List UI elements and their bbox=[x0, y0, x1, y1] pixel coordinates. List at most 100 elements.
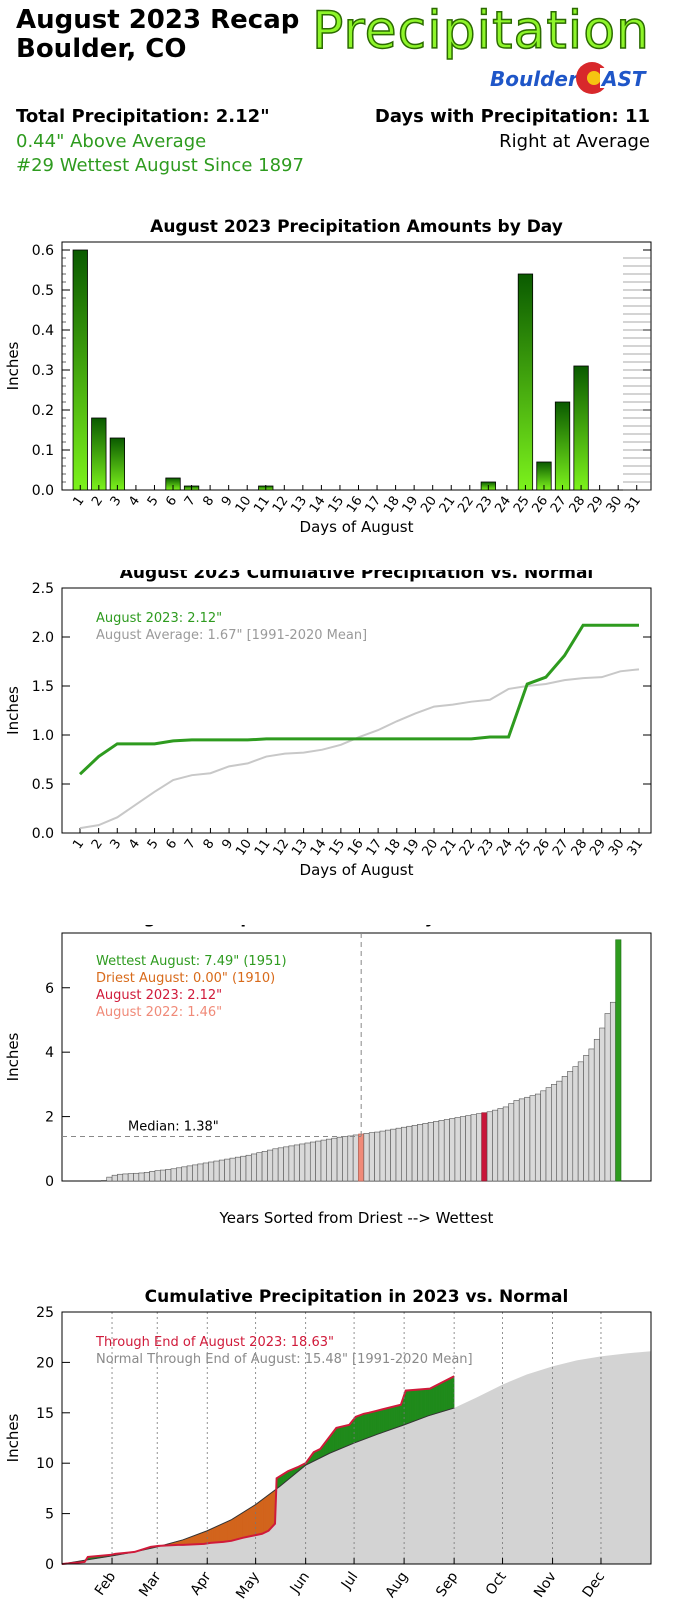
year-bar bbox=[609, 1001, 616, 1182]
year-bar bbox=[127, 1173, 134, 1182]
year-bar bbox=[384, 1129, 391, 1182]
y-tick-label: 0.0 bbox=[32, 483, 54, 499]
year-bar bbox=[438, 1120, 445, 1182]
year-bar bbox=[534, 1093, 541, 1182]
year-bar bbox=[545, 1087, 552, 1182]
year-bar bbox=[138, 1172, 145, 1182]
y-tick-label: 0.0 bbox=[32, 826, 54, 842]
year-bar bbox=[465, 1115, 472, 1182]
x-tick-label: 15 bbox=[326, 837, 348, 859]
x-tick-label: 8 bbox=[200, 494, 217, 509]
x-tick-label: 14 bbox=[308, 837, 330, 859]
brand-title: Precipitation bbox=[311, 0, 650, 62]
x-tick-label: 2 bbox=[89, 837, 106, 852]
x-tick-label: 17 bbox=[363, 494, 385, 516]
y-tick-label: 6 bbox=[45, 981, 54, 997]
x-tick-label: 25 bbox=[511, 494, 533, 516]
year-bar bbox=[551, 1084, 558, 1182]
y-tick-label: 0.1 bbox=[32, 443, 54, 459]
year-bar bbox=[267, 1149, 274, 1182]
annotation: Through End of August 2023: 18.63" bbox=[95, 1335, 334, 1350]
y-tick-label: 10 bbox=[36, 1456, 54, 1472]
days-with-precip: Days with Precipitation: 11 bbox=[374, 106, 650, 127]
year-bar bbox=[529, 1095, 536, 1182]
logo-text-right: AST bbox=[600, 67, 647, 91]
x-tick-label: 16 bbox=[344, 494, 366, 516]
year-bar bbox=[176, 1167, 183, 1182]
year-bar bbox=[283, 1146, 290, 1182]
bar-day-27 bbox=[554, 401, 571, 491]
x-tick-label: 21 bbox=[437, 494, 459, 516]
x-tick-label: 6 bbox=[163, 494, 180, 509]
x-tick-label: 7 bbox=[182, 837, 199, 852]
year-bar bbox=[411, 1124, 418, 1182]
cumulative-year-chart: Cumulative Precipitation in 2023 vs. Nor… bbox=[4, 1287, 652, 1602]
x-tick-label: 12 bbox=[270, 494, 292, 516]
month-label: Mar bbox=[136, 1569, 164, 1600]
year-bar bbox=[277, 1147, 284, 1182]
month-label: Jun bbox=[287, 1569, 313, 1597]
x-tick-label: 19 bbox=[400, 494, 422, 516]
year-bar bbox=[449, 1118, 456, 1182]
x-tick-label: 2 bbox=[89, 494, 106, 509]
x-axis-label: Days of August bbox=[300, 861, 414, 879]
x-tick-label: 19 bbox=[401, 837, 423, 859]
y-tick-label: 1.0 bbox=[32, 728, 54, 744]
x-tick-label: 24 bbox=[494, 837, 516, 859]
plot-frame bbox=[61, 587, 652, 834]
year-bar bbox=[256, 1152, 263, 1182]
x-tick-label: 20 bbox=[418, 494, 440, 516]
year-bar bbox=[443, 1119, 450, 1182]
x-tick-label: 1 bbox=[70, 837, 87, 852]
x-tick-label: 26 bbox=[531, 837, 553, 859]
x-tick-label: 20 bbox=[420, 837, 442, 859]
annotation: Normal Through End of August: 15.48" [19… bbox=[96, 1352, 473, 1367]
y-tick-label: 4 bbox=[45, 1045, 54, 1061]
year-bar bbox=[561, 1076, 568, 1182]
year-bar bbox=[368, 1132, 375, 1182]
year-bar bbox=[240, 1155, 247, 1182]
year-bar bbox=[202, 1162, 209, 1182]
cumulative-august-chart: August 2023 Cumulative Precipitation vs.… bbox=[4, 570, 652, 879]
year-bar bbox=[218, 1159, 225, 1182]
year-bar bbox=[513, 1100, 520, 1182]
x-tick-label: 13 bbox=[288, 494, 310, 516]
x-tick-label: 24 bbox=[492, 494, 514, 516]
august-by-year-chart: August Precipitation Amounts by Year Sin… bbox=[4, 925, 652, 1227]
x-tick-label: 28 bbox=[567, 494, 589, 516]
year-bar bbox=[497, 1108, 504, 1182]
year-bar bbox=[224, 1158, 231, 1182]
x-tick-label: 5 bbox=[145, 837, 162, 852]
recap-title-line2: Boulder, CO bbox=[16, 34, 187, 64]
year-bar bbox=[336, 1136, 343, 1182]
year-bar bbox=[309, 1141, 316, 1182]
x-tick-label: 30 bbox=[604, 494, 626, 516]
x-tick-label: 29 bbox=[587, 837, 609, 859]
year-bar bbox=[406, 1125, 413, 1182]
annotation: Driest August: 0.00" (1910) bbox=[96, 971, 275, 986]
x-tick-label: 22 bbox=[455, 494, 477, 516]
y-tick-label: 2.0 bbox=[32, 630, 54, 646]
x-tick-label: 21 bbox=[438, 837, 460, 859]
year-bar bbox=[470, 1114, 477, 1182]
year-bar bbox=[427, 1122, 434, 1182]
x-axis-label: Years Sorted from Driest --> Wettest bbox=[219, 1209, 494, 1227]
month-label: Nov bbox=[531, 1569, 560, 1601]
bar-day-1 bbox=[72, 249, 88, 491]
y-axis-label: Inches bbox=[4, 1413, 22, 1462]
year-bar bbox=[320, 1139, 327, 1182]
logo-text-left: Boulder bbox=[490, 67, 579, 91]
bar-day-28 bbox=[573, 365, 589, 491]
year-bar bbox=[342, 1136, 349, 1182]
y-axis-label: Inches bbox=[4, 1032, 22, 1081]
year-bar bbox=[133, 1172, 140, 1182]
x-tick-label: 11 bbox=[251, 494, 273, 516]
year-bar bbox=[615, 939, 622, 1182]
year-bar bbox=[401, 1126, 408, 1182]
year-bar bbox=[518, 1098, 525, 1182]
daily-precip-chart: August 2023 Precipitation Amounts by Day… bbox=[4, 217, 652, 536]
x-tick-label: 31 bbox=[622, 494, 644, 516]
year-bar bbox=[481, 1112, 488, 1182]
year-bar bbox=[315, 1140, 322, 1182]
year-bar bbox=[181, 1166, 188, 1182]
